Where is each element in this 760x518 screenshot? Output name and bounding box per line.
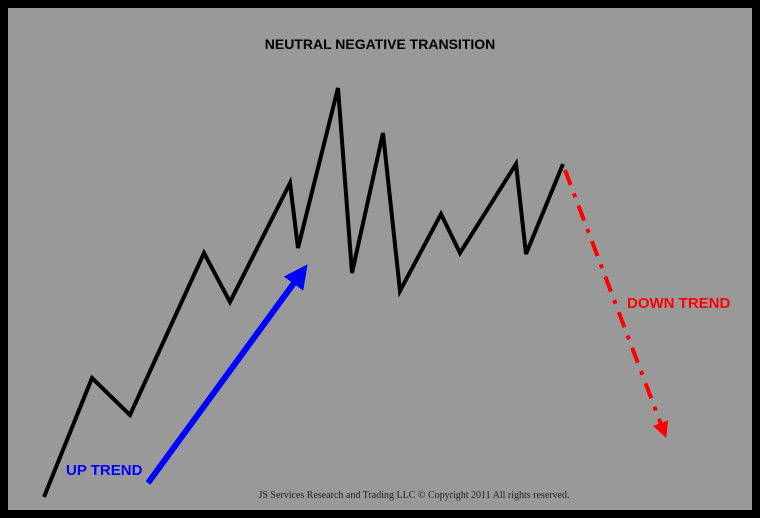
diagram-title: NEUTRAL NEGATIVE TRANSITION bbox=[265, 36, 496, 52]
up-trend-arrow bbox=[145, 264, 308, 485]
down-trend-arrow bbox=[563, 169, 669, 438]
down-trend-label: DOWN TREND bbox=[627, 295, 730, 312]
copyright-notice: JS Services Research and Trading LLC © C… bbox=[258, 490, 569, 501]
up-trend-label: UP TREND bbox=[66, 462, 143, 479]
price-path bbox=[42, 87, 565, 498]
diagram-frame bbox=[8, 8, 752, 510]
